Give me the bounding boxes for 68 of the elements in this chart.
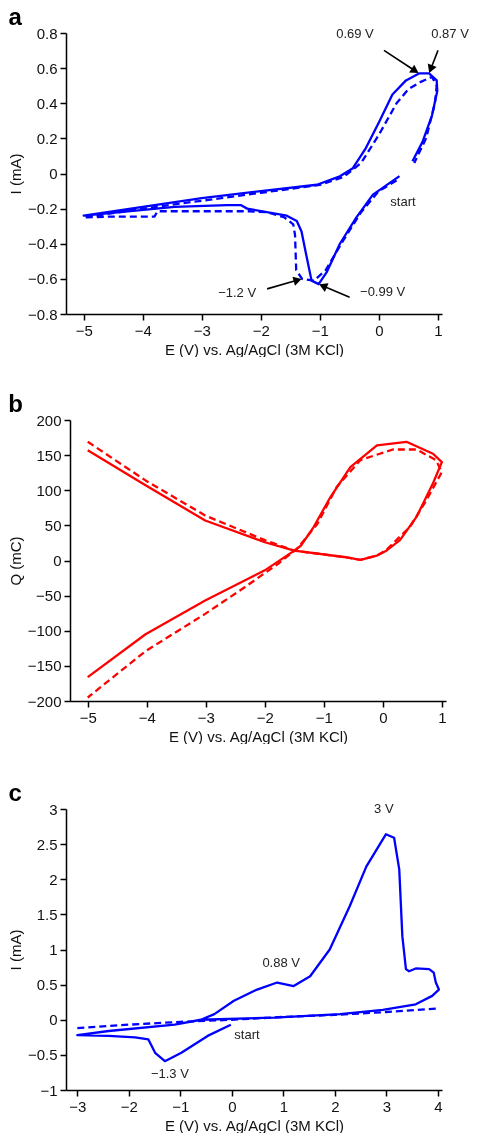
x-tick-label: −1 <box>315 708 333 726</box>
y-tick-label: 200 <box>36 411 62 429</box>
y-tick-label: 0.5 <box>36 976 58 994</box>
annotation: start <box>390 194 417 209</box>
y-tick-label: −150 <box>27 657 62 675</box>
y-tick-label: 100 <box>36 481 62 499</box>
x-tick-label: 1 <box>279 1097 289 1115</box>
x-tick-label: 1 <box>438 708 447 726</box>
x-tick-label: −5 <box>79 708 97 726</box>
annotation: −1.2 V <box>218 284 257 300</box>
y-axis-title: I (mA) <box>6 929 24 971</box>
x-tick-label: −5 <box>75 321 93 339</box>
y-tick-label: −1 <box>40 1081 58 1099</box>
x-tick-label: −3 <box>193 321 211 339</box>
chart-title: a <box>8 3 23 30</box>
x-tick-label: −4 <box>134 321 152 339</box>
x-tick-label: −3 <box>69 1097 87 1115</box>
annotation: 0.69 V <box>336 26 375 42</box>
x-tick-label: −2 <box>252 321 270 339</box>
x-tick-label: 2 <box>331 1097 340 1115</box>
y-tick-label: −0.2 <box>27 200 58 218</box>
x-axis-title: E (V) vs. Ag/AgCl (3M KCl) <box>164 1116 345 1134</box>
y-tick-label: −0.4 <box>27 235 58 253</box>
y-tick-label: −50 <box>36 587 62 605</box>
y-tick-label: −200 <box>27 692 62 710</box>
y-tick-label: 0 <box>49 1011 58 1029</box>
x-tick-label: −4 <box>138 708 156 726</box>
y-tick-label: 2.5 <box>36 835 58 853</box>
annotation: −0.99 V <box>360 284 406 300</box>
x-tick-label: 0 <box>379 708 388 726</box>
y-tick-label: 1.5 <box>36 905 58 923</box>
annotation: 0.87 V <box>431 26 470 42</box>
y-tick-label: 3 <box>49 800 58 818</box>
y-tick-label: 2 <box>49 870 58 888</box>
x-axis-title: E (V) vs. Ag/AgCl (3M KCl) <box>168 727 349 745</box>
y-tick-label: 0 <box>49 165 58 182</box>
x-tick-label: 3 <box>382 1097 392 1115</box>
y-axis-title: I (mA) <box>6 153 24 195</box>
annotation: 3 V <box>374 801 394 817</box>
y-tick-label: 50 <box>44 516 62 534</box>
x-tick-label: −3 <box>197 708 215 726</box>
y-tick-label: −0.5 <box>27 1046 58 1064</box>
y-tick-label: −0.8 <box>27 305 58 323</box>
x-tick-label: −1 <box>311 321 329 339</box>
annotation: 0.88 V <box>262 954 301 970</box>
y-tick-label: −100 <box>27 622 62 640</box>
y-tick-label: 150 <box>36 446 62 464</box>
x-tick-label: −2 <box>120 1097 138 1115</box>
x-tick-label: 0 <box>375 321 384 339</box>
annotation: −1.3 V <box>150 1066 190 1082</box>
y-tick-label: −0.6 <box>27 270 58 288</box>
y-tick-label: 0.2 <box>36 129 58 147</box>
x-axis-title: E (V) vs. Ag/AgCl (3M KCl) <box>164 340 345 358</box>
y-axis-title: Q (mC) <box>6 536 24 586</box>
y-tick-label: 0.8 <box>36 24 58 42</box>
line-series <box>76 833 441 1063</box>
x-tick-label: −1 <box>172 1097 190 1115</box>
x-tick-label: 0 <box>228 1097 237 1115</box>
chart-title: c <box>8 779 22 806</box>
chart-title: b <box>8 390 23 417</box>
y-tick-label: 0.4 <box>36 94 58 112</box>
x-tick-label: 4 <box>434 1097 443 1115</box>
x-tick-label: 1 <box>434 321 443 339</box>
y-tick-label: 0 <box>53 552 62 569</box>
annotation: start <box>234 1027 261 1042</box>
x-tick-label: −2 <box>256 708 274 726</box>
y-tick-label: 1 <box>49 941 58 958</box>
y-tick-label: 0.6 <box>36 59 58 77</box>
